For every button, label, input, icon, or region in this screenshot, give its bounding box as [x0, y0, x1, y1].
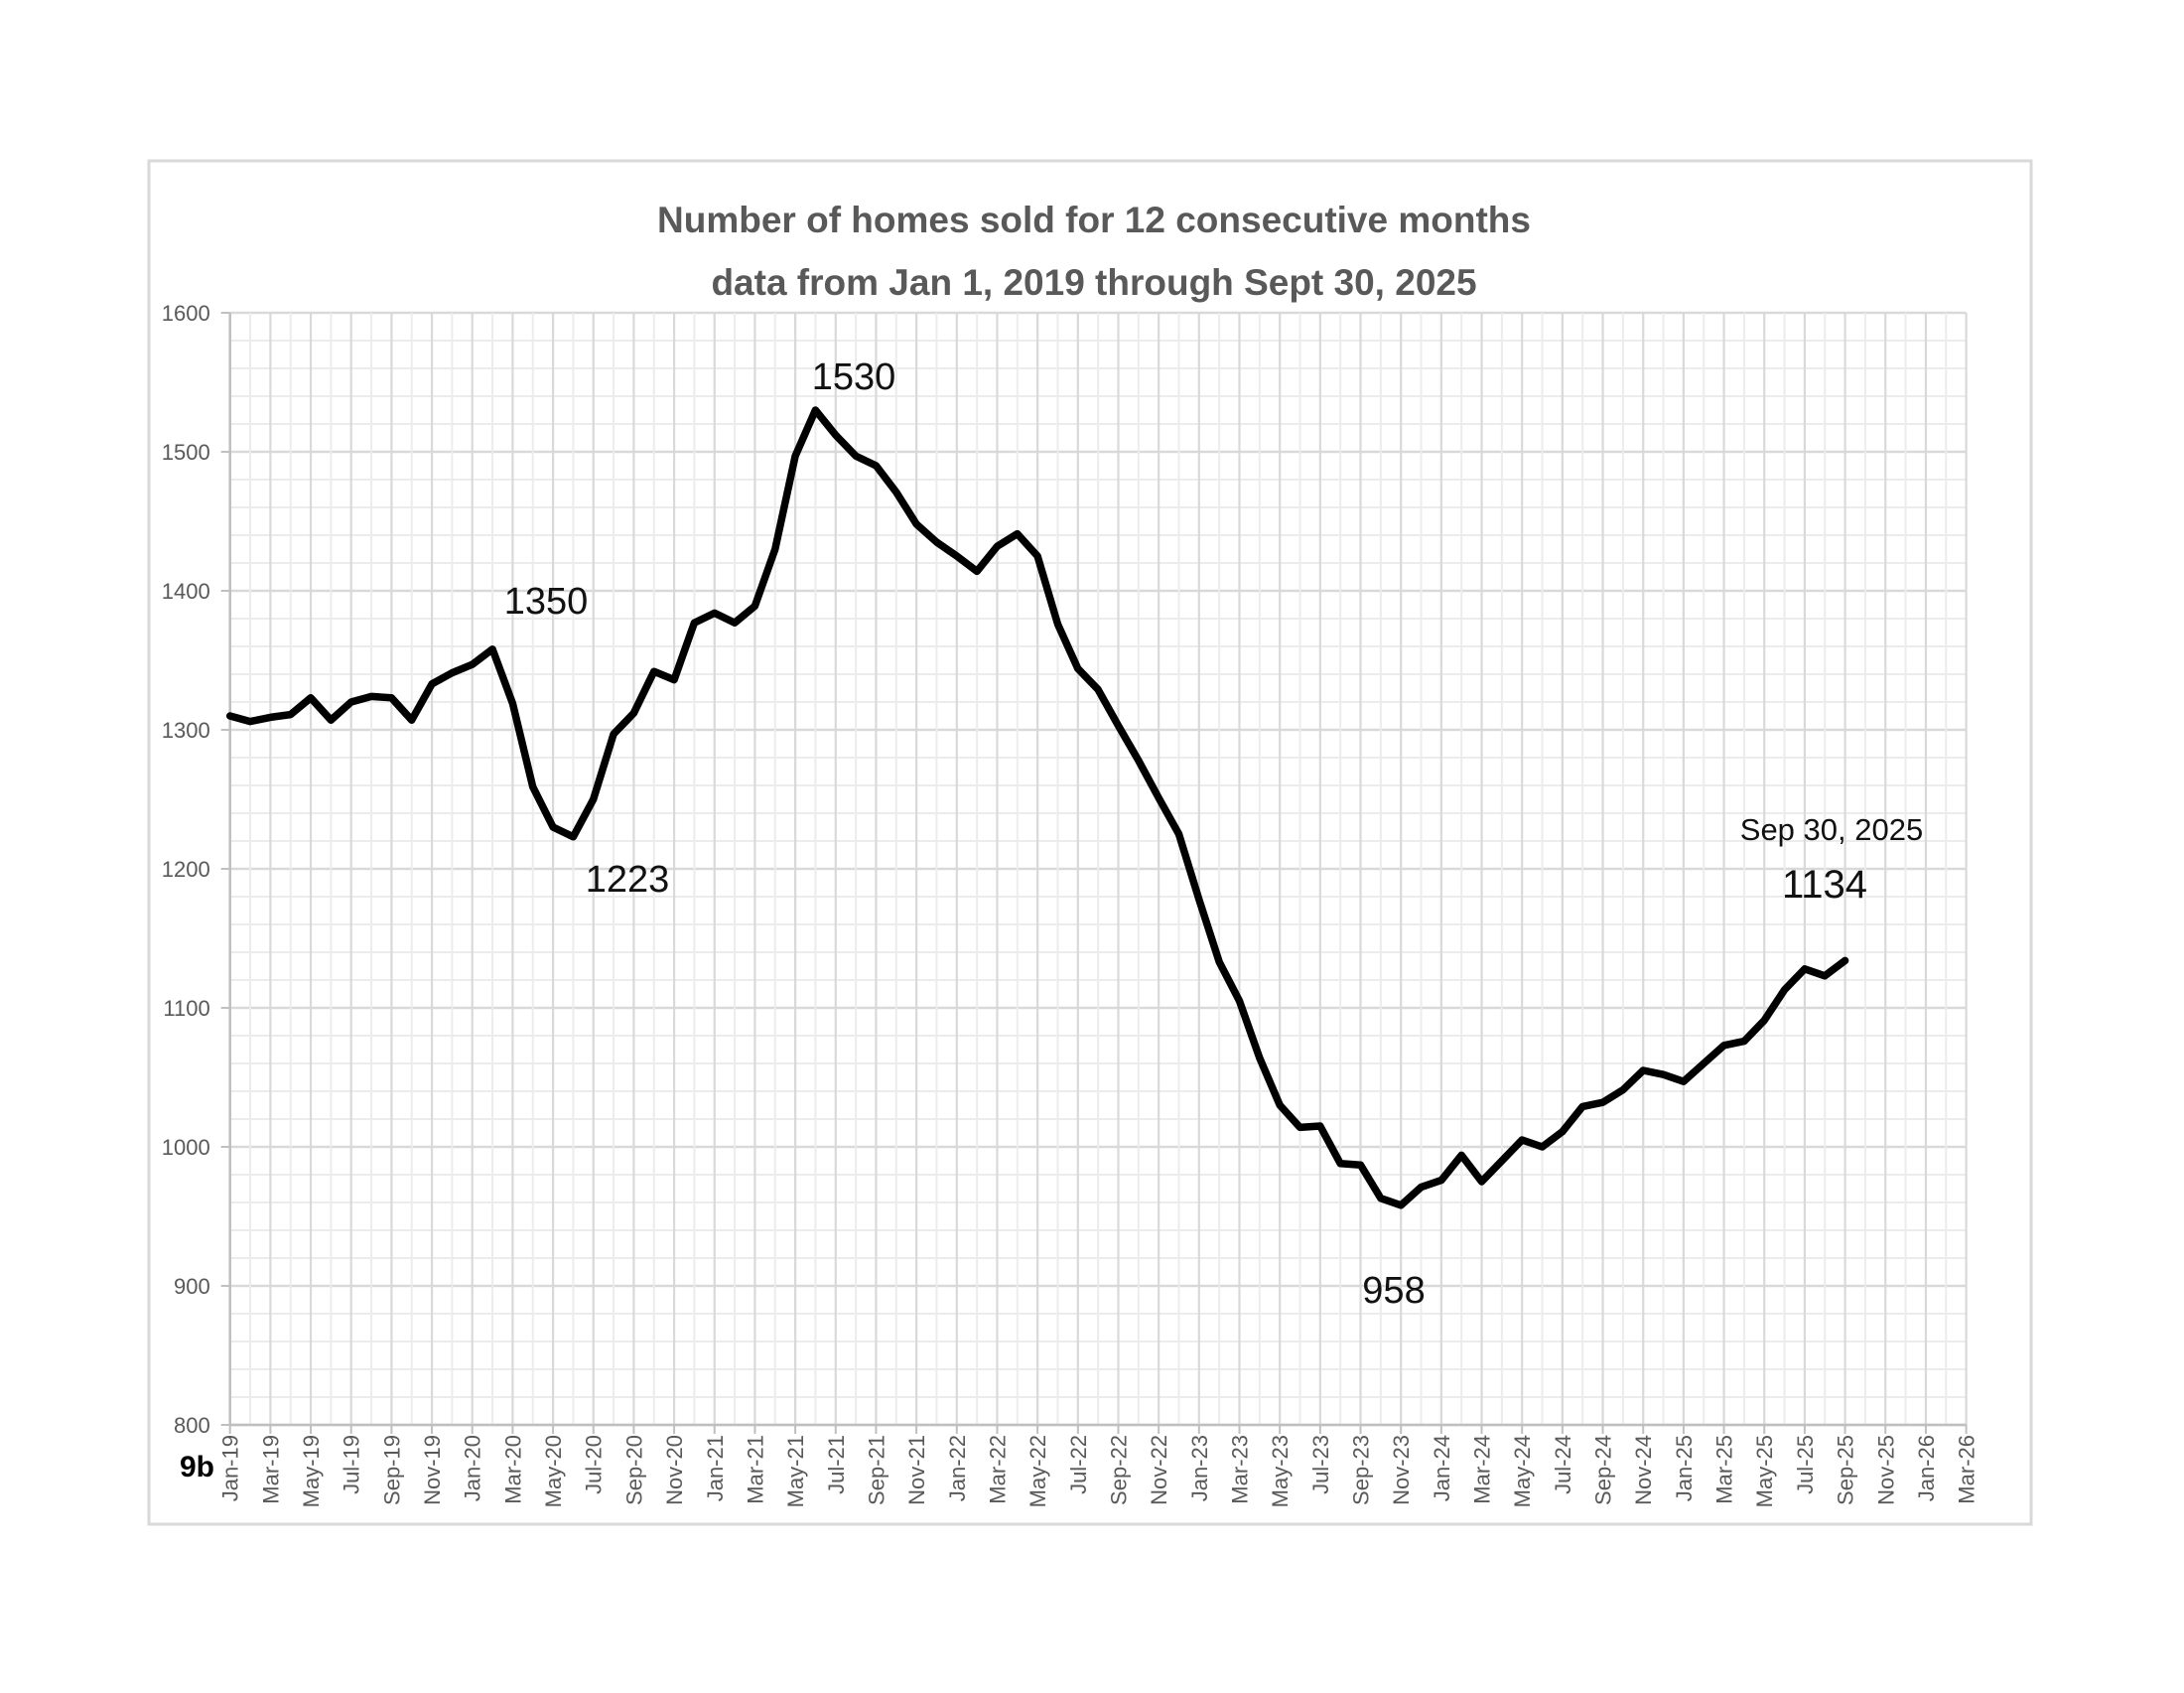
chart-panel-border — [147, 159, 2033, 1526]
x-axis-label: Sep-21 — [864, 1435, 888, 1505]
x-axis-label: Jul-19 — [340, 1435, 364, 1494]
annotation-trough-2023: 958 — [1362, 1270, 1425, 1312]
annotation-latest-value: 1134 — [1782, 863, 1867, 907]
x-axis-label: Jul-22 — [1066, 1435, 1091, 1494]
y-axis-label: 900 — [174, 1274, 210, 1299]
x-axis-label: Jan-26 — [1914, 1435, 1939, 1501]
x-axis-label: Mar-24 — [1470, 1435, 1495, 1504]
x-axis-label: Jan-24 — [1430, 1435, 1454, 1501]
page-note: 9b — [180, 1451, 214, 1483]
x-axis-label: Sep-22 — [1106, 1435, 1131, 1505]
y-axis-label: 800 — [174, 1413, 210, 1438]
x-axis-label: Nov-25 — [1873, 1435, 1898, 1505]
x-axis-label: Jul-25 — [1793, 1435, 1818, 1494]
y-axis-label: 1100 — [163, 996, 209, 1021]
x-axis-label: Jan-23 — [1187, 1435, 1212, 1501]
x-axis-label: Jul-24 — [1551, 1435, 1575, 1494]
x-axis-label: Sep-23 — [1349, 1435, 1374, 1505]
annotation-peak-2020: 1350 — [504, 581, 589, 623]
axis-labels: 1600 1500 1400 1300 1200 1100 1000 900 800 Jan-19… — [162, 301, 1979, 1507]
x-axis-label: Sep-24 — [1591, 1435, 1616, 1505]
x-axis-label: Mar-23 — [1228, 1435, 1253, 1504]
x-axis-label: Mar-20 — [500, 1435, 525, 1504]
x-axis-label: Mar-22 — [985, 1435, 1010, 1504]
data-series — [225, 406, 1849, 1209]
gridlines — [228, 311, 1968, 1427]
x-axis-label: May-23 — [1268, 1435, 1293, 1507]
x-axis-label: Jan-19 — [218, 1435, 243, 1501]
homes-sold-series-line — [225, 406, 1849, 1209]
x-axis-label: Nov-23 — [1389, 1435, 1414, 1505]
x-axis-label: Sep-19 — [379, 1435, 404, 1505]
x-axis-label: Jan-25 — [1672, 1435, 1697, 1501]
x-axis-label: Mar-21 — [743, 1435, 767, 1504]
x-axis-label: May-20 — [541, 1435, 566, 1507]
y-axis-label: 1300 — [162, 718, 210, 743]
chart-title: Number of homes sold for 12 consecutive … — [657, 200, 1531, 240]
x-axis-label: May-24 — [1510, 1435, 1535, 1507]
x-axis-label: Nov-21 — [904, 1435, 929, 1505]
annotation-latest-date: Sep 30, 2025 — [1740, 812, 1923, 847]
x-axis-label: Nov-19 — [420, 1435, 445, 1505]
axes — [220, 312, 1968, 1434]
y-axis-label: 1200 — [162, 857, 210, 882]
chart-subtitle: data from Jan 1, 2019 through Sept 30, 2… — [711, 262, 1476, 303]
y-axis-label: 1500 — [162, 440, 210, 465]
x-axis-label: May-25 — [1752, 1435, 1777, 1507]
x-axis-label: Mar-26 — [1955, 1435, 1979, 1504]
x-axis-label: Jul-23 — [1308, 1435, 1333, 1494]
x-axis-label: Nov-24 — [1631, 1435, 1656, 1505]
x-axis-label: Nov-22 — [1147, 1435, 1171, 1505]
x-axis-label: May-21 — [783, 1435, 808, 1507]
y-axis-label: 1000 — [162, 1135, 210, 1160]
x-axis-label: Mar-25 — [1712, 1435, 1737, 1504]
x-axis-label: Jan-20 — [461, 1435, 485, 1501]
y-axis-label: 1600 — [162, 301, 210, 326]
x-axis-label: Sep-20 — [621, 1435, 646, 1505]
x-axis-label: Jul-21 — [824, 1435, 849, 1494]
x-axis-label: May-19 — [299, 1435, 324, 1507]
x-axis-label: Jan-21 — [703, 1435, 728, 1501]
x-axis-label: Sep-25 — [1834, 1435, 1858, 1505]
x-axis-label: Nov-20 — [662, 1435, 687, 1505]
x-axis-label: Jul-20 — [582, 1435, 607, 1494]
y-axis-label: 1400 — [162, 579, 210, 604]
x-axis-label: Mar-19 — [258, 1435, 283, 1504]
x-axis-label: May-22 — [1025, 1435, 1050, 1507]
x-axis-label: Jan-22 — [945, 1435, 970, 1501]
annotation-trough-2020: 1223 — [586, 859, 670, 901]
annotation-peak-2021: 1530 — [812, 356, 896, 398]
